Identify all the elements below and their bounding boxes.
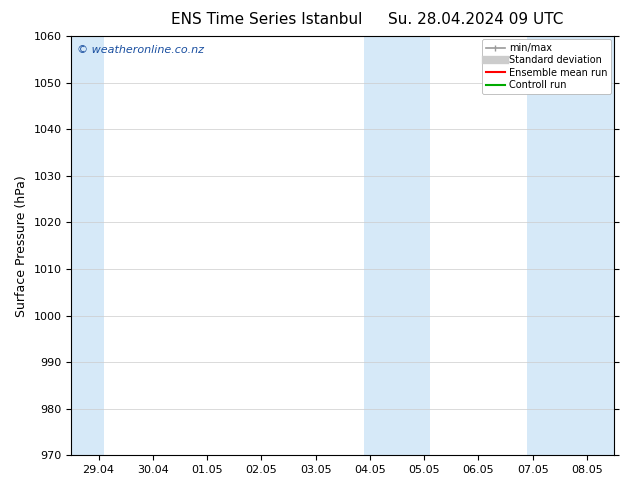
Text: Su. 28.04.2024 09 UTC: Su. 28.04.2024 09 UTC — [388, 12, 563, 27]
Legend: min/max, Standard deviation, Ensemble mean run, Controll run: min/max, Standard deviation, Ensemble me… — [482, 39, 611, 94]
Text: © weatheronline.co.nz: © weatheronline.co.nz — [77, 45, 204, 54]
Y-axis label: Surface Pressure (hPa): Surface Pressure (hPa) — [15, 175, 28, 317]
Bar — [365, 36, 430, 455]
Bar — [527, 36, 614, 455]
Bar — [72, 36, 104, 455]
Text: ENS Time Series Istanbul: ENS Time Series Istanbul — [171, 12, 362, 27]
